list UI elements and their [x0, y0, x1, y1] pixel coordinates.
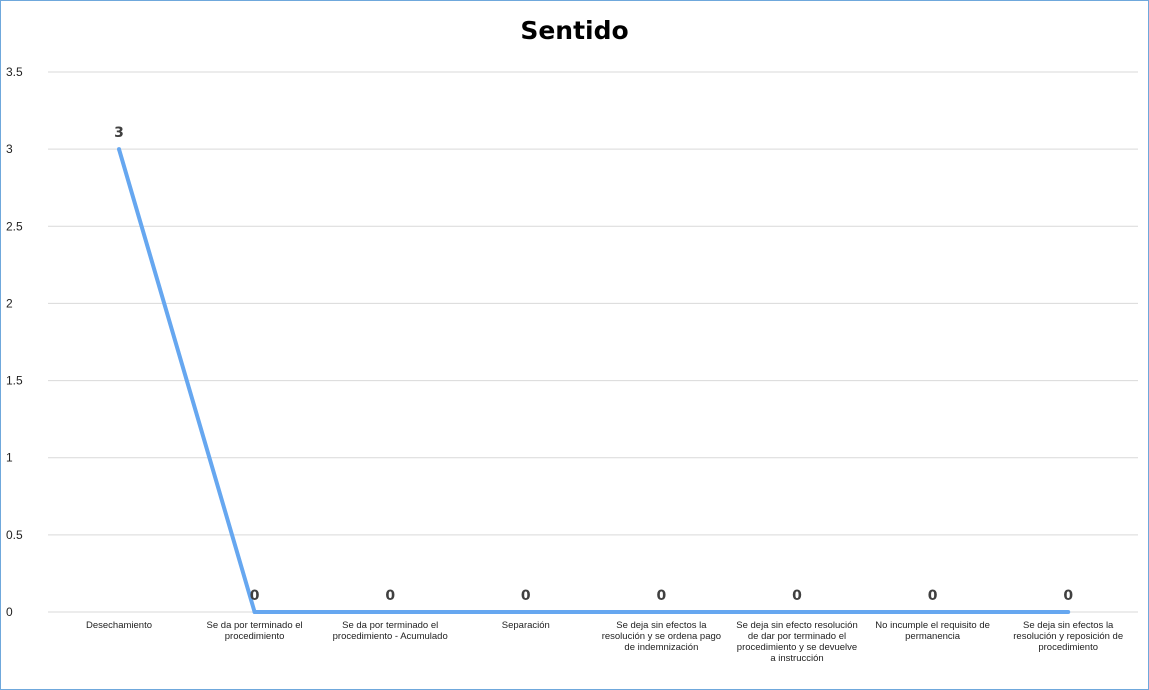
- y-tick-label: 0: [6, 605, 13, 619]
- data-label: 0: [385, 588, 395, 604]
- x-tick-label: Se deja sin efectos la resolución y repo…: [1013, 620, 1124, 653]
- x-tick-label: Se deja sin efecto resolución de dar por…: [736, 620, 858, 664]
- data-point: [117, 147, 121, 152]
- y-tick-label: 1: [6, 451, 13, 465]
- data-label: 0: [792, 588, 802, 604]
- series-line: [117, 148, 1069, 614]
- data-point: [930, 610, 935, 614]
- x-tick-label: Se deja sin efectos la resolución y se o…: [601, 620, 722, 653]
- data-point: [1066, 610, 1071, 614]
- x-tick-label: No incumple el requisito de permanencia: [875, 620, 990, 642]
- y-tick-label: 2.5: [6, 219, 23, 233]
- data-label: 0: [928, 588, 938, 604]
- data-point: [659, 610, 664, 614]
- x-tick-label: Se da por terminado el procedimiento - A…: [332, 620, 448, 642]
- y-tick-label: 0.5: [6, 528, 23, 542]
- data-label: 0: [657, 588, 667, 604]
- y-tick-label: 1.5: [6, 374, 23, 388]
- data-label: 3: [114, 125, 124, 141]
- data-label: 0: [1063, 588, 1073, 604]
- y-tick-label: 3: [6, 142, 13, 156]
- chart-title: Sentido: [520, 16, 629, 45]
- data-label: 0: [250, 588, 260, 604]
- data-point: [795, 610, 799, 614]
- x-tick-label: Separación: [501, 620, 550, 631]
- y-tick-label: 3.5: [6, 65, 23, 79]
- x-tick-label: Se da por terminado el procedimiento: [206, 620, 303, 642]
- data-label: 0: [521, 588, 531, 604]
- data-point: [252, 610, 257, 614]
- x-tick-label: Desechamiento: [85, 620, 152, 631]
- y-tick-label: 2: [6, 296, 13, 310]
- data-point: [523, 610, 528, 614]
- data-point: [388, 610, 393, 614]
